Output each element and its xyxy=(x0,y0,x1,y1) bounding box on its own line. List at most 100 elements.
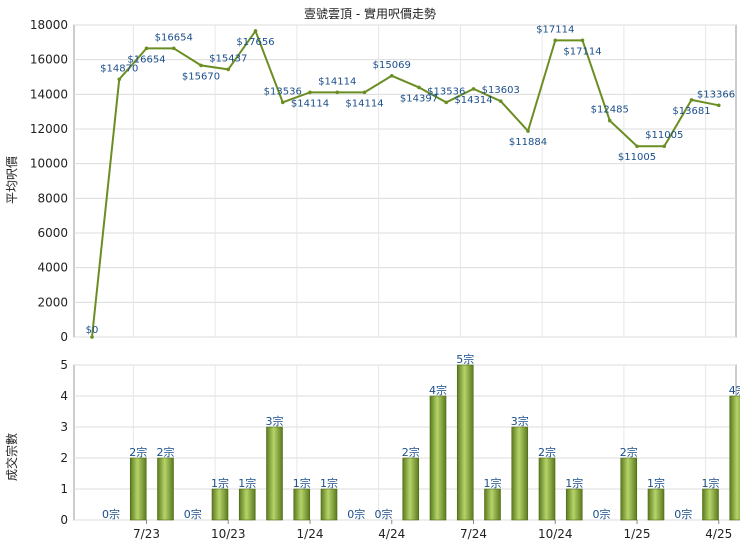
volume-bar-label: 4宗 xyxy=(729,383,740,397)
price-point-label: $11884 xyxy=(509,137,547,148)
volume-bar xyxy=(320,488,338,521)
volume-bar xyxy=(129,457,147,521)
price-point-label: $13536 xyxy=(264,86,302,97)
volume-bar-label: 0宗 xyxy=(347,507,365,521)
price-point-label: $14114 xyxy=(318,76,356,87)
x-tick-label: 4/24 xyxy=(378,527,405,541)
price-point xyxy=(689,98,694,102)
volume-bar-label: 1宗 xyxy=(238,476,256,490)
price-point-label: $13603 xyxy=(482,85,520,96)
volume-bar xyxy=(702,488,719,521)
volume-bar-label: 1宗 xyxy=(293,476,311,490)
volume-bar-label: 1宗 xyxy=(647,476,665,490)
top-y-tick-label: 2000 xyxy=(37,295,68,309)
volume-bar-label: 4宗 xyxy=(429,383,447,397)
bottom-y-tick-label: 4 xyxy=(60,389,68,403)
volume-bar-label: 2宗 xyxy=(538,445,556,459)
price-point xyxy=(417,85,421,90)
volume-bar xyxy=(157,457,174,521)
price-point xyxy=(498,99,503,104)
price-point xyxy=(716,103,721,108)
top-y-tick-label: 8000 xyxy=(37,191,68,205)
price-point xyxy=(144,46,149,51)
x-tick-label: 7/23 xyxy=(133,527,160,541)
price-point xyxy=(662,144,667,149)
volume-bar-label: 1宗 xyxy=(702,476,720,490)
price-point-label: $17114 xyxy=(536,24,574,35)
price-point xyxy=(580,38,585,43)
price-point-label: $0 xyxy=(86,325,99,336)
top-y-axis-label: 平均呎價 xyxy=(5,156,19,204)
price-point xyxy=(389,74,394,78)
price-point-label: $14314 xyxy=(454,95,492,106)
volume-bar-label: 3宗 xyxy=(266,414,284,428)
volume-bar-label: 0宗 xyxy=(375,507,393,521)
volume-bar-label: 2宗 xyxy=(402,445,420,459)
price-point xyxy=(171,46,176,51)
top-y-tick-label: 4000 xyxy=(37,261,68,275)
top-plot-frame xyxy=(73,24,737,338)
price-point-label: $13366 xyxy=(697,89,735,100)
volume-bar-label: 3宗 xyxy=(511,414,529,428)
price-point xyxy=(553,38,558,43)
volume-bar-label: 1宗 xyxy=(211,476,229,490)
x-tick-label: 1/24 xyxy=(297,527,324,541)
price-point-label: $14397 xyxy=(400,93,438,104)
price-point-label: $13536 xyxy=(427,86,465,97)
price-point xyxy=(226,67,231,72)
price-line xyxy=(90,28,721,339)
volume-bar-label: 2宗 xyxy=(129,445,147,459)
price-point xyxy=(308,90,312,95)
volume-bar-label: 0宗 xyxy=(593,507,611,521)
price-point xyxy=(90,335,94,339)
volume-bar xyxy=(293,488,311,521)
price-point-label: $15670 xyxy=(182,71,220,82)
volume-bar xyxy=(647,488,665,521)
x-tick-label: 10/24 xyxy=(538,527,573,541)
volume-bar-label: 1宗 xyxy=(320,476,338,490)
top-y-tick-label: 12000 xyxy=(30,122,68,136)
price-point-label: $16654 xyxy=(155,32,193,43)
volume-bars: 0宗 2宗 2宗 0宗 1宗 1宗 3宗 1宗 1宗 0宗 0宗 2宗 4宗 5宗 1宗 3宗 2宗 1宗 0宗 2宗… xyxy=(102,352,740,521)
bottom-y-tick-label: 3 xyxy=(60,420,68,434)
data-labels: $0$14870$16654$16654$15670$15437$17656$1… xyxy=(86,24,735,336)
volume-bar xyxy=(565,488,583,521)
volume-bar xyxy=(211,488,229,521)
price-point xyxy=(607,118,612,123)
x-tick-label: 7/24 xyxy=(460,527,487,541)
volume-bar xyxy=(511,426,529,521)
volume-bar-label: 1宗 xyxy=(484,476,502,490)
volume-bar xyxy=(429,395,447,521)
volume-bar xyxy=(402,457,420,521)
volume-bar-label: 1宗 xyxy=(565,476,583,490)
price-point xyxy=(280,100,285,105)
top-grid: 0 2000 4000 6000 8000 10000 12000 14000 16000 180… xyxy=(30,18,737,344)
price-point xyxy=(253,29,258,33)
price-point xyxy=(335,90,340,95)
price-point-label: $13681 xyxy=(672,106,710,117)
price-point xyxy=(635,144,639,149)
volume-bar-label: 5宗 xyxy=(456,352,474,366)
bottom-y-tick-label: 0 xyxy=(60,513,68,527)
price-point-label: $16654 xyxy=(127,54,165,65)
chart-title: 壹號雲頂 - 實用呎價走勢 xyxy=(304,6,436,21)
bottom-y-tick-label: 5 xyxy=(60,358,68,372)
price-point-label: $12485 xyxy=(591,105,629,116)
volume-bar xyxy=(456,364,474,521)
volume-bar xyxy=(729,395,740,521)
bottom-y-tick-label: 2 xyxy=(60,451,68,465)
price-point-label: $14870 xyxy=(100,63,138,74)
volume-bar xyxy=(238,488,256,521)
price-point-label: $15069 xyxy=(373,60,411,71)
price-point-label: $17114 xyxy=(563,46,601,57)
top-y-tick-label: 10000 xyxy=(30,157,68,171)
top-y-tick-label: 14000 xyxy=(30,87,68,101)
price-point-label: $15437 xyxy=(209,53,247,64)
price-point xyxy=(471,87,476,91)
top-y-tick-label: 6000 xyxy=(37,226,68,240)
price-point xyxy=(444,100,449,105)
price-point xyxy=(117,77,122,82)
x-tick-label: 4/25 xyxy=(705,527,732,541)
price-point xyxy=(362,90,367,95)
price-point-label: $11005 xyxy=(645,130,683,141)
